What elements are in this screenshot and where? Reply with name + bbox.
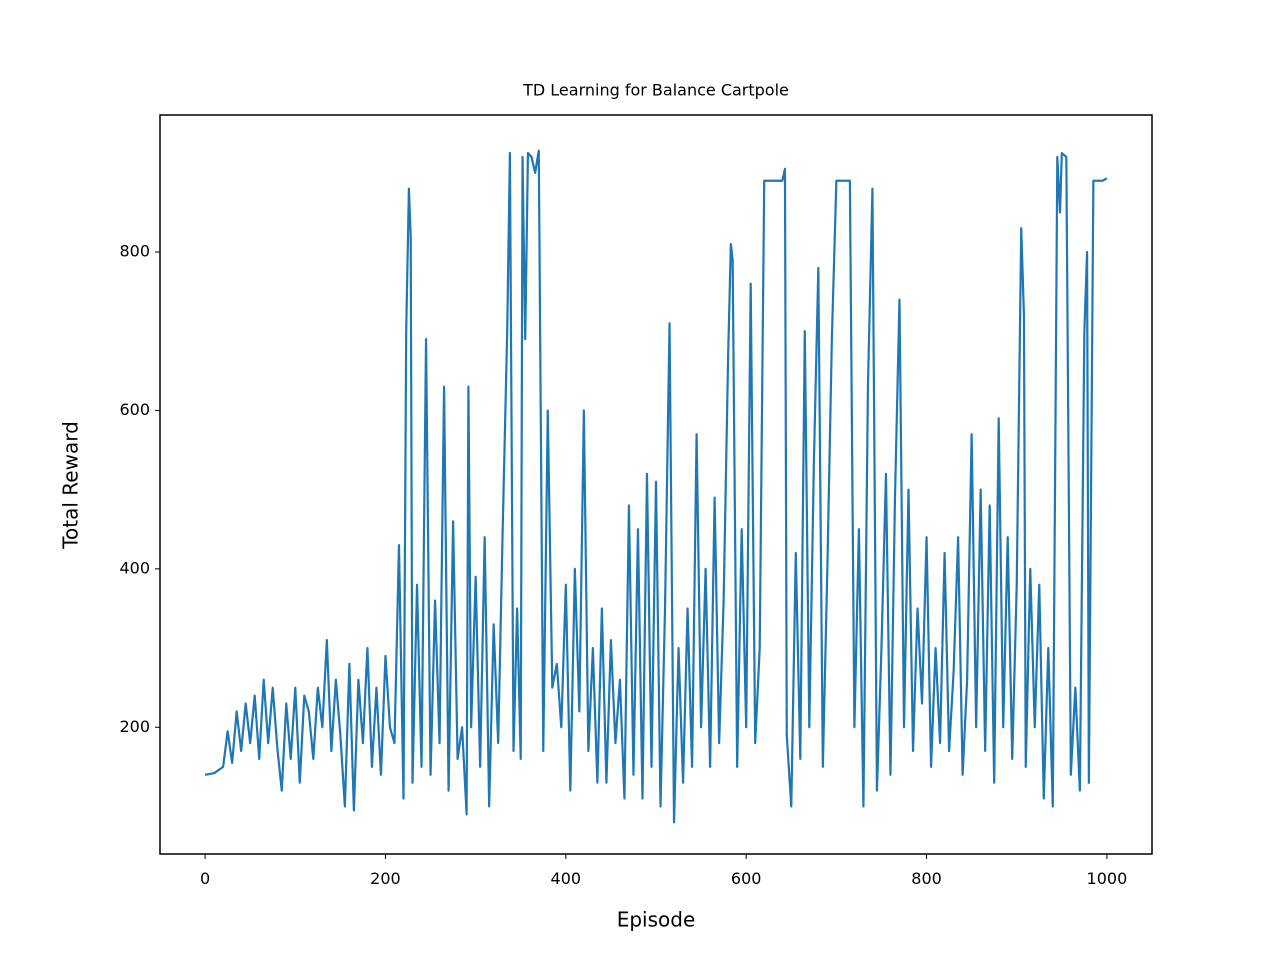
y-axis-label: Total Reward — [59, 421, 83, 550]
y-tick-label: 400 — [119, 558, 150, 577]
x-tick-label: 1000 — [1087, 869, 1128, 888]
y-tick-label: 600 — [119, 400, 150, 419]
x-tick-label: 600 — [731, 869, 762, 888]
x-tick-label: 400 — [551, 869, 582, 888]
y-tick-label: 200 — [119, 717, 150, 736]
x-tick-label: 0 — [200, 869, 210, 888]
x-tick-label: 200 — [370, 869, 401, 888]
x-axis-label: Episode — [617, 908, 696, 932]
plot-frame — [159, 114, 1153, 855]
line-series — [204, 149, 1108, 824]
y-tick-label: 800 — [119, 242, 150, 261]
x-tick-label: 800 — [911, 869, 942, 888]
chart-title: TD Learning for Balance Cartpole — [522, 81, 789, 100]
